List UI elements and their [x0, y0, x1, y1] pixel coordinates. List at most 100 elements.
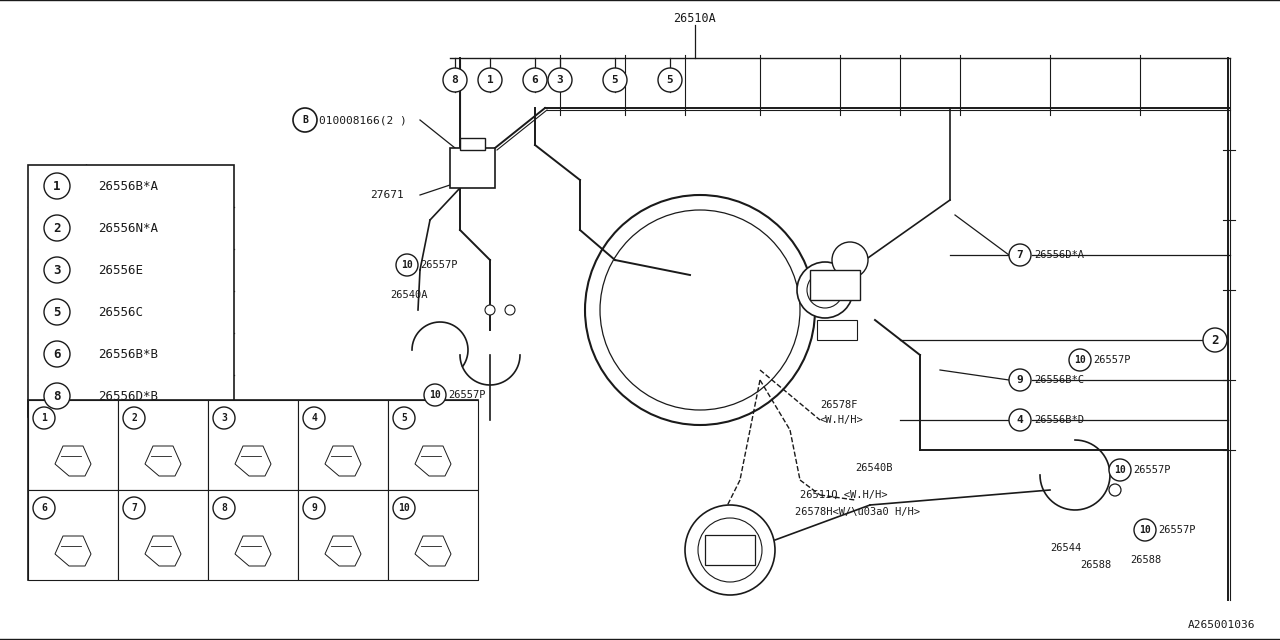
Text: 26556N*A: 26556N*A — [99, 221, 157, 234]
Circle shape — [524, 68, 547, 92]
Bar — [118, 400, 207, 490]
Circle shape — [1108, 459, 1132, 481]
Text: 26588: 26588 — [1130, 555, 1161, 565]
Polygon shape — [325, 446, 361, 476]
Circle shape — [1069, 349, 1091, 371]
Text: 1: 1 — [41, 413, 47, 423]
Circle shape — [685, 505, 774, 595]
Circle shape — [585, 195, 815, 425]
Circle shape — [1134, 519, 1156, 541]
Text: 3: 3 — [557, 75, 563, 85]
Text: 8: 8 — [452, 75, 458, 85]
Circle shape — [44, 257, 70, 283]
Circle shape — [832, 242, 868, 278]
Circle shape — [424, 384, 445, 406]
Bar — [388, 490, 477, 580]
Text: 1: 1 — [486, 75, 493, 85]
Polygon shape — [55, 446, 91, 476]
Text: 3: 3 — [54, 264, 60, 276]
Circle shape — [393, 407, 415, 429]
Text: 26511Q <W.H/H>: 26511Q <W.H/H> — [800, 490, 887, 500]
Text: 27671: 27671 — [370, 190, 403, 200]
Text: B: B — [302, 115, 308, 125]
Bar — [207, 490, 298, 580]
Text: 26556B*A: 26556B*A — [99, 179, 157, 193]
Text: 26540A: 26540A — [390, 290, 428, 300]
Text: 26588: 26588 — [1080, 560, 1111, 570]
Circle shape — [600, 210, 800, 410]
Text: 26556B*C: 26556B*C — [1034, 375, 1084, 385]
Text: 7: 7 — [131, 503, 137, 513]
Bar — [451, 148, 495, 188]
Circle shape — [1009, 409, 1030, 431]
Bar — [207, 400, 298, 490]
Text: 5: 5 — [401, 413, 407, 423]
Bar — [118, 490, 207, 580]
Bar — [460, 138, 485, 150]
Circle shape — [44, 341, 70, 367]
Bar — [810, 270, 860, 300]
Bar — [28, 165, 234, 417]
Bar — [298, 400, 388, 490]
Text: 2: 2 — [54, 221, 60, 234]
Text: 26578H<W/\u03a0 H/H>: 26578H<W/\u03a0 H/H> — [795, 507, 920, 517]
Polygon shape — [55, 536, 91, 566]
Circle shape — [698, 518, 762, 582]
Text: 2: 2 — [1211, 333, 1219, 346]
Circle shape — [123, 407, 145, 429]
Text: 26556E: 26556E — [99, 264, 143, 276]
Text: 10: 10 — [1139, 525, 1151, 535]
Circle shape — [485, 305, 495, 315]
Text: 26557P: 26557P — [420, 260, 457, 270]
Circle shape — [44, 215, 70, 241]
Circle shape — [1009, 369, 1030, 391]
Text: 26556C: 26556C — [99, 305, 143, 319]
Circle shape — [477, 68, 502, 92]
Text: 4: 4 — [311, 413, 317, 423]
Text: 10: 10 — [401, 260, 413, 270]
Circle shape — [212, 497, 236, 519]
Circle shape — [443, 68, 467, 92]
Polygon shape — [236, 536, 271, 566]
Text: 26556D*A: 26556D*A — [1034, 250, 1084, 260]
Bar — [28, 490, 118, 580]
Text: 26556D*B: 26556D*B — [99, 390, 157, 403]
Circle shape — [123, 497, 145, 519]
Circle shape — [396, 254, 419, 276]
Text: 3: 3 — [221, 413, 227, 423]
Polygon shape — [415, 536, 451, 566]
Text: 1: 1 — [54, 179, 60, 193]
Bar — [28, 400, 477, 580]
Circle shape — [603, 68, 627, 92]
Circle shape — [44, 299, 70, 325]
Circle shape — [303, 497, 325, 519]
Circle shape — [548, 68, 572, 92]
Text: 26557P: 26557P — [1093, 355, 1130, 365]
Text: …26544: …26544 — [433, 427, 470, 437]
Text: 26557P: 26557P — [1133, 465, 1170, 475]
Circle shape — [33, 497, 55, 519]
Circle shape — [33, 407, 55, 429]
Text: 9: 9 — [311, 503, 317, 513]
Circle shape — [44, 383, 70, 409]
Text: 26556B*D: 26556B*D — [1034, 415, 1084, 425]
Text: 7: 7 — [1016, 250, 1024, 260]
Polygon shape — [325, 536, 361, 566]
Text: 10: 10 — [429, 390, 440, 400]
Text: 2: 2 — [131, 413, 137, 423]
Text: 26588: 26588 — [369, 410, 399, 420]
Text: 010008166(2 ): 010008166(2 ) — [319, 115, 407, 125]
Bar — [817, 320, 858, 340]
Text: 6: 6 — [54, 348, 60, 360]
Text: 5: 5 — [667, 75, 673, 85]
Text: 26557P: 26557P — [448, 390, 485, 400]
Circle shape — [293, 108, 317, 132]
Text: 26557P: 26557P — [1158, 525, 1196, 535]
Polygon shape — [236, 446, 271, 476]
Circle shape — [303, 407, 325, 429]
Text: 26540B: 26540B — [855, 463, 892, 473]
Bar — [388, 400, 477, 490]
Text: 5: 5 — [54, 305, 60, 319]
Text: A265001036: A265001036 — [1188, 620, 1254, 630]
Text: 10: 10 — [398, 503, 410, 513]
